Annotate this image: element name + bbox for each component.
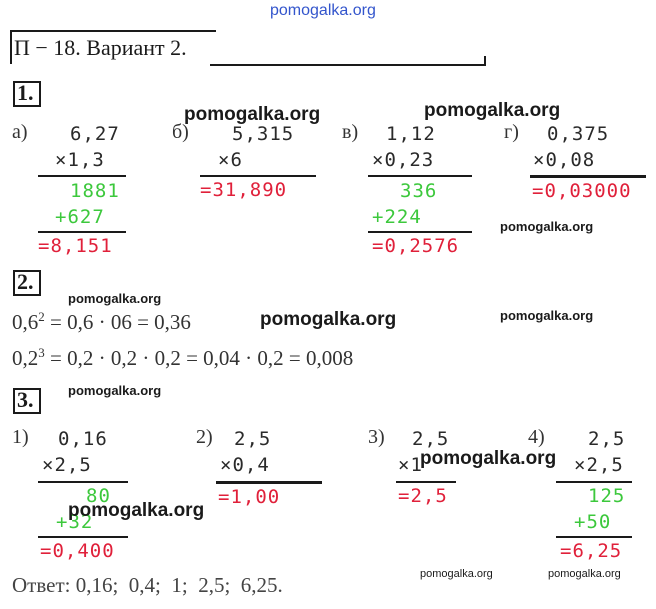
watermark: pomogalka.org: [500, 308, 594, 323]
item-label-1: 1): [12, 426, 29, 448]
i1-factor1: 0,16: [58, 428, 108, 450]
watermark: pomogalka.org: [420, 448, 557, 469]
title-frame-top: [10, 30, 216, 32]
v-factor1: 1,12: [386, 123, 436, 145]
item-label-4: 4): [528, 426, 545, 448]
i1-rule2: [38, 536, 128, 538]
g-result: =0,03000: [532, 180, 632, 202]
a-rule: [38, 175, 126, 177]
power-1-rest: = 0,6 · 06 = 0,36: [44, 310, 191, 334]
g-rule: [530, 175, 646, 178]
watermark: pomogalka.org: [68, 500, 205, 521]
power-line-1: 0,62 = 0,6 · 06 = 0,36: [12, 309, 191, 335]
v-partial2: +224: [372, 206, 422, 228]
watermark: pomogalka.org: [184, 104, 321, 125]
a-result: =8,151: [38, 235, 113, 257]
watermark: pomogalka.org: [500, 219, 594, 234]
b-rule: [200, 175, 316, 177]
v-factor2: ×0,23: [372, 149, 435, 171]
item-letter-v: в): [342, 121, 359, 143]
i3-factor2: ×1: [398, 454, 423, 476]
b-factor2: ×6: [218, 149, 243, 171]
page-title: П − 18. Вариант 2.: [14, 35, 187, 60]
g-factor2: ×0,08: [533, 149, 596, 171]
i1-factor2: ×2,5: [42, 454, 92, 476]
a-rule2: [38, 231, 126, 233]
item-label-2: 2): [196, 426, 213, 448]
a-partial2: +627: [55, 206, 105, 228]
item-letter-b: б): [172, 121, 189, 143]
i1-partial1: 80: [86, 485, 111, 507]
power-2-rest: = 0,2 · 0,2 · 0,2 = 0,04 · 0,2 = 0,008: [44, 346, 354, 370]
item-letter-g: г): [504, 121, 519, 143]
task3-number-box: [13, 388, 41, 414]
watermark: pomogalka.org: [260, 309, 397, 330]
a-partial1: 1881: [70, 180, 120, 202]
a-factor2: ×1,3: [55, 149, 105, 171]
item-letter-a: а): [12, 121, 28, 143]
i2-rule: [216, 481, 322, 484]
b-result: =31,890: [200, 179, 288, 201]
i4-rule2: [556, 536, 632, 538]
i4-partial1: 125: [588, 485, 626, 507]
i4-rule: [556, 481, 632, 483]
i2-factor1: 2,5: [234, 428, 272, 450]
task1-number-box: [13, 81, 41, 107]
i4-partial2: +50: [574, 511, 612, 533]
i4-factor1: 2,5: [588, 428, 626, 450]
i3-factor1: 2,5: [412, 428, 450, 450]
watermark: pomogalka.org: [68, 291, 162, 306]
power-2-exponent: 3: [38, 345, 45, 360]
i1-rule: [38, 481, 128, 483]
watermark: pomogalka.org: [68, 383, 162, 398]
a-factor1: 6,27: [70, 123, 120, 145]
i2-result: =1,00: [218, 486, 281, 508]
i3-result: =2,5: [398, 485, 448, 507]
task2-number-box: [13, 270, 41, 296]
i4-result: =6,25: [560, 540, 623, 562]
title-frame-left: [10, 30, 12, 64]
i4-factor2: ×2,5: [574, 454, 624, 476]
v-partial1: 336: [400, 180, 438, 202]
power-1-base: 0,6: [12, 310, 39, 334]
power-line-2: 0,23 = 0,2 · 0,2 · 0,2 = 0,04 · 0,2 = 0,…: [12, 345, 353, 371]
task2-number: 2.: [17, 269, 34, 294]
b-factor1: 5,315: [232, 123, 295, 145]
task3-number: 3.: [17, 387, 34, 412]
task1-number: 1.: [17, 80, 34, 105]
watermark: pomogalka.org: [548, 568, 621, 580]
i1-result: =0,400: [40, 540, 115, 562]
power-2-base: 0,2: [12, 346, 39, 370]
v-rule2: [368, 231, 472, 233]
top-watermark: pomogalka.org: [270, 2, 376, 19]
item-label-3: 3): [368, 426, 385, 448]
v-rule: [368, 175, 472, 177]
g-factor1: 0,375: [547, 123, 610, 145]
answer-line: Ответ: 0,16; 0,4; 1; 2,5; 6,25.: [12, 573, 283, 597]
power-1-exponent: 2: [38, 309, 45, 324]
watermark: pomogalka.org: [424, 100, 561, 121]
watermark: pomogalka.org: [420, 568, 493, 580]
title-underline-tick: [484, 56, 486, 66]
title-underline: [210, 64, 486, 66]
i1-partial2: +32: [56, 511, 94, 533]
i3-rule: [396, 481, 456, 483]
i2-factor2: ×0,4: [220, 454, 270, 476]
v-result: =0,2576: [372, 235, 460, 257]
